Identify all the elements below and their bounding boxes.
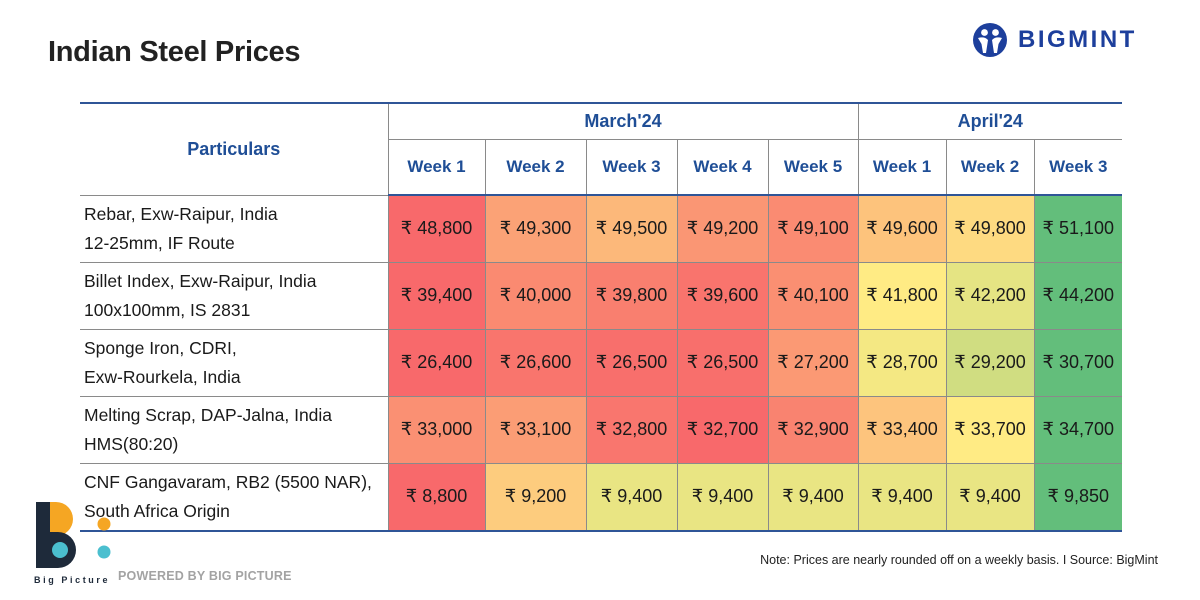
- row-label-line: 12-25mm, IF Route: [84, 232, 235, 253]
- week-header: Week 1: [388, 138, 486, 196]
- price-cell: ₹ 40,100: [767, 261, 859, 330]
- price-cell: ₹ 42,200: [945, 261, 1035, 330]
- price-cell: ₹ 39,600: [676, 261, 769, 330]
- page-title: Indian Steel Prices: [48, 36, 301, 68]
- price-cell: ₹ 26,500: [676, 328, 769, 397]
- price-cell: ₹ 49,800: [945, 195, 1035, 263]
- price-table: Particulars March'24 April'24 Week 1 Week …: [80, 102, 1123, 532]
- price-cell: ₹ 30,700: [1033, 328, 1123, 397]
- brand-name: BIGMINT: [1018, 26, 1137, 53]
- table-row: Rebar, Exw-Raipur, India 12-25mm, IF Rout…: [80, 195, 1123, 263]
- row-label-line: CNF Gangavaram, RB2 (5500 NAR),: [84, 471, 372, 492]
- price-cell: ₹ 49,300: [484, 195, 587, 263]
- bigmint-people-icon: [973, 23, 1007, 57]
- price-cell: ₹ 41,800: [857, 261, 947, 330]
- price-cell: ₹ 39,400: [387, 261, 486, 330]
- row-label-line: HMS(80:20): [84, 433, 179, 454]
- logo-caption: Big Picture: [34, 575, 111, 585]
- price-cell: ₹ 49,100: [767, 195, 859, 263]
- price-cell: ₹ 29,200: [945, 328, 1035, 397]
- price-cell: ₹ 33,100: [484, 395, 587, 464]
- price-cell: ₹ 26,500: [585, 328, 678, 397]
- brand-logo[interactable]: BIGMINT: [972, 22, 1137, 58]
- big-picture-logo-icon: [36, 502, 111, 568]
- price-cell: ₹ 33,000: [387, 395, 486, 464]
- price-cell: ₹ 32,800: [585, 395, 678, 464]
- price-cell: ₹ 33,700: [945, 395, 1035, 464]
- row-label-line: Sponge Iron, CDRI,: [84, 337, 237, 358]
- week-header: Week 2: [945, 138, 1035, 196]
- price-cell: ₹ 26,400: [387, 328, 486, 397]
- price-cell: ₹ 9,400: [767, 462, 859, 531]
- row-label: Rebar, Exw-Raipur, India 12-25mm, IF Rout…: [80, 195, 389, 263]
- price-cell: ₹ 32,700: [676, 395, 769, 464]
- week-header: Week 3: [585, 138, 678, 196]
- week-header: Week 3: [1033, 138, 1123, 196]
- footnote: Note: Prices are nearly rounded off on a…: [760, 553, 1158, 567]
- price-cell: ₹ 51,100: [1033, 195, 1123, 263]
- row-label-line: Rebar, Exw-Raipur, India: [84, 203, 278, 224]
- week-header: Week 1: [857, 138, 947, 196]
- price-cell: ₹ 9,200: [484, 462, 587, 531]
- price-cell: ₹ 33,400: [857, 395, 947, 464]
- row-label: Billet Index, Exw-Raipur, India 100x100mm…: [80, 261, 389, 330]
- price-table-container: Particulars March'24 April'24 Week 1 Week …: [80, 102, 1123, 532]
- row-label-line: 100x100mm, IS 2831: [84, 299, 251, 320]
- particulars-header: Particulars: [80, 103, 389, 196]
- price-cell: ₹ 34,700: [1033, 395, 1123, 464]
- row-label-line: South Africa Origin: [84, 500, 230, 521]
- row-label-line: Billet Index, Exw-Raipur, India: [84, 270, 317, 291]
- price-cell: ₹ 28,700: [857, 328, 947, 397]
- price-cell: ₹ 44,200: [1033, 261, 1123, 330]
- row-label-line: Melting Scrap, DAP-Jalna, India: [84, 404, 333, 425]
- price-cell: ₹ 9,400: [857, 462, 947, 531]
- price-cell: ₹ 49,500: [585, 195, 678, 263]
- price-cell: ₹ 9,400: [676, 462, 769, 531]
- price-cell: ₹ 49,600: [857, 195, 947, 263]
- week-header: Week 4: [676, 138, 769, 196]
- row-label-line: Exw-Rourkela, India: [84, 366, 241, 387]
- price-cell: ₹ 8,800: [387, 462, 486, 531]
- row-label: Sponge Iron, CDRI, Exw-Rourkela, India: [80, 328, 389, 397]
- table-row: CNF Gangavaram, RB2 (5500 NAR), South Afr…: [80, 462, 1123, 531]
- table-row: Billet Index, Exw-Raipur, India 100x100mm…: [80, 261, 1123, 330]
- price-cell: ₹ 48,800: [387, 195, 486, 263]
- month-header: April'24: [857, 103, 1123, 140]
- row-label: CNF Gangavaram, RB2 (5500 NAR), South Afr…: [80, 462, 389, 531]
- table-row: Melting Scrap, DAP-Jalna, India HMS(80:20…: [80, 395, 1123, 464]
- week-header: Week 2: [484, 138, 587, 196]
- price-cell: ₹ 49,200: [676, 195, 769, 263]
- row-label: Melting Scrap, DAP-Jalna, India HMS(80:20…: [80, 395, 389, 464]
- price-cell: ₹ 32,900: [767, 395, 859, 464]
- table-row: Sponge Iron, CDRI, Exw-Rourkela, India ₹ 2…: [80, 328, 1123, 397]
- price-cell: ₹ 9,850: [1033, 462, 1123, 531]
- price-cell: ₹ 39,800: [585, 261, 678, 330]
- price-cell: ₹ 40,000: [484, 261, 587, 330]
- price-cell: ₹ 26,600: [484, 328, 587, 397]
- month-header: March'24: [387, 103, 859, 140]
- price-cell: ₹ 27,200: [767, 328, 859, 397]
- week-header: Week 5: [767, 138, 859, 196]
- price-cell: ₹ 9,400: [945, 462, 1035, 531]
- powered-by-text: POWERED BY BIG PICTURE: [118, 569, 292, 583]
- price-cell: ₹ 9,400: [585, 462, 678, 531]
